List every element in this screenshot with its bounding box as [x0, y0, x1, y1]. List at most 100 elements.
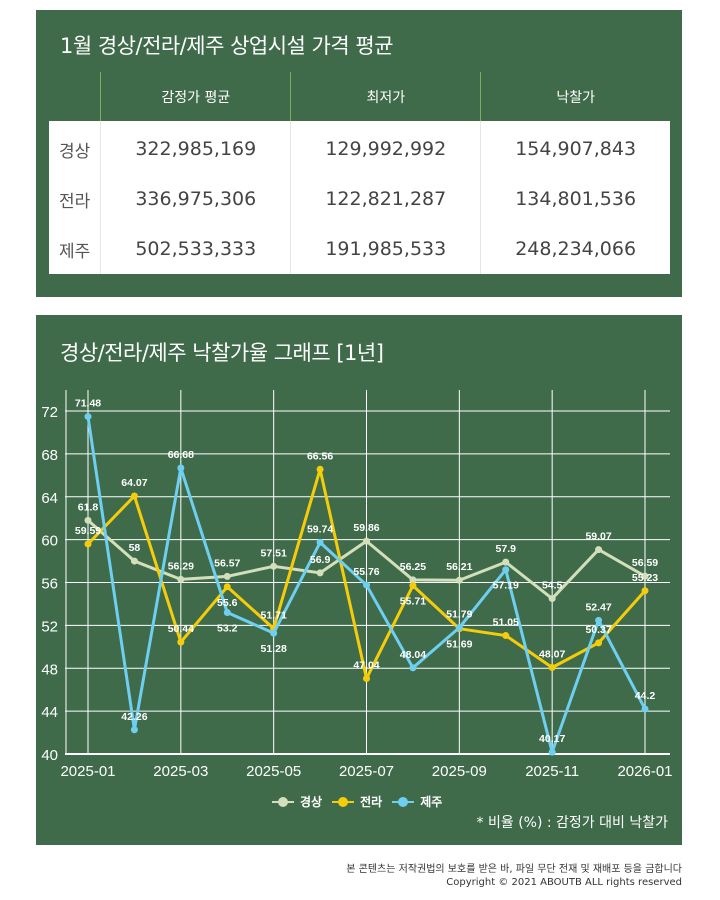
- data-point: [130, 726, 138, 734]
- data-label: 51.71: [261, 609, 287, 621]
- price-cell: 129,992,992: [290, 121, 481, 174]
- x-tick-label: 2025-01: [60, 763, 115, 780]
- table-row: 경상 322,985,169 129,992,992 154,907,843: [49, 121, 670, 174]
- data-point: [548, 595, 556, 603]
- data-label: 59.59: [75, 525, 101, 537]
- chart-legend: 경상 전라 제주: [272, 793, 442, 810]
- data-label: 55.6: [217, 597, 238, 609]
- data-label: 57.51: [261, 547, 287, 559]
- legend-label: 제주: [420, 795, 443, 809]
- data-point: [223, 572, 231, 580]
- data-label: 51.69: [446, 639, 472, 651]
- y-tick-label: 52: [41, 618, 58, 635]
- data-point: [455, 624, 463, 632]
- table-row: 전라 336,975,306 122,821,287 134,801,536: [49, 174, 670, 224]
- region-cell: 제주: [49, 224, 101, 274]
- y-tick-label: 56: [41, 576, 58, 593]
- data-point: [409, 576, 417, 584]
- data-point: [409, 664, 417, 672]
- data-label: 66.56: [307, 450, 333, 462]
- data-label: 56.9: [310, 554, 331, 566]
- data-point: [270, 562, 278, 570]
- footer-notice: 본 콘텐츠는 저작권법의 보호를 받은 바, 파일 무단 전재 및 재배포 등을…: [346, 864, 682, 875]
- legend-marker-icon: [392, 796, 415, 807]
- data-label: 48.07: [539, 648, 565, 660]
- y-tick-label: 60: [41, 533, 58, 550]
- x-tick-label: 2026-01: [617, 763, 672, 780]
- data-point: [641, 587, 649, 595]
- price-cell: 248,234,066: [480, 224, 670, 274]
- data-label: 58: [129, 542, 141, 554]
- data-label: 56.57: [214, 557, 240, 569]
- data-point: [130, 557, 138, 565]
- data-point: [316, 465, 324, 473]
- x-tick-label: 2025-11: [525, 763, 579, 780]
- header-minimum: 최저가: [290, 72, 481, 121]
- legend-marker-icon: [272, 796, 294, 807]
- y-tick-label: 40: [41, 747, 58, 764]
- legend-item: 경상: [272, 793, 322, 810]
- data-point: [177, 638, 185, 646]
- data-label: 59.74: [307, 523, 333, 535]
- data-label: 59.86: [353, 522, 379, 534]
- data-point: [363, 581, 370, 589]
- header-appraisal: 감정가 평균: [100, 72, 291, 121]
- data-label: 48.04: [400, 649, 426, 661]
- data-point: [316, 569, 324, 577]
- table-row: 제주 502,533,333 191,985,533 248,234,066: [49, 224, 670, 274]
- data-point: [316, 538, 324, 546]
- data-point: [595, 639, 603, 647]
- data-label: 51.05: [493, 617, 519, 629]
- data-label: 59.07: [585, 531, 611, 543]
- data-point: [595, 546, 603, 554]
- data-label: 56.25: [400, 561, 426, 573]
- data-label: 57.9: [496, 543, 517, 555]
- data-point: [270, 629, 278, 637]
- data-label: 51.28: [261, 643, 287, 655]
- x-tick-label: 2025-09: [432, 763, 487, 780]
- header-winning-bid: 낙찰가: [480, 72, 670, 121]
- data-label: 55.71: [400, 596, 426, 608]
- price-cell: 154,907,843: [480, 121, 670, 174]
- ratio-note: * 비율 (%) : 감정가 대비 낙찰가: [476, 815, 668, 831]
- chart-title: 경상/전라/제주 낙찰가율 그래프 [1년]: [60, 341, 384, 365]
- data-point: [223, 609, 231, 617]
- data-label: 42.26: [121, 711, 147, 723]
- data-point: [130, 492, 138, 500]
- legend-label: 경상: [300, 795, 323, 809]
- x-tick-label: 2025-05: [246, 763, 301, 780]
- data-label: 50.37: [585, 624, 611, 636]
- region-cell: 전라: [49, 174, 101, 224]
- data-point: [223, 583, 231, 591]
- data-label: 40.17: [539, 733, 565, 745]
- data-label: 56.59: [632, 557, 658, 569]
- data-point: [177, 575, 185, 583]
- data-label: 56.21: [446, 561, 472, 573]
- data-point: [502, 566, 510, 574]
- region-cell: 경상: [49, 121, 101, 174]
- price-cell: 336,975,306: [100, 174, 291, 224]
- price-cell: 122,821,287: [290, 174, 481, 224]
- data-label: 47.04: [353, 660, 379, 672]
- data-point: [177, 464, 185, 472]
- legend-marker-icon: [332, 796, 355, 807]
- legend-item: 제주: [392, 793, 442, 810]
- data-label: 52.47: [585, 601, 611, 613]
- y-tick-label: 64: [41, 490, 58, 507]
- data-label: 56.29: [168, 560, 194, 572]
- data-label: 55.23: [632, 572, 658, 584]
- data-point: [84, 413, 92, 421]
- data-point: [455, 576, 463, 584]
- legend-label: 전라: [360, 795, 383, 809]
- data-point: [548, 748, 556, 756]
- footer-copyright: Copyright © 2021 ABOUTB ALL rights reser…: [446, 877, 682, 888]
- y-tick-label: 68: [41, 447, 58, 464]
- price-cell: 134,801,536: [480, 174, 670, 224]
- legend-item: 전라: [332, 793, 382, 810]
- data-point: [84, 540, 92, 548]
- x-tick-label: 2025-07: [339, 763, 394, 780]
- data-label: 50.44: [168, 623, 194, 635]
- y-tick-label: 72: [41, 404, 58, 421]
- y-tick-label: 44: [41, 704, 58, 721]
- price-cell: 322,985,169: [100, 121, 291, 174]
